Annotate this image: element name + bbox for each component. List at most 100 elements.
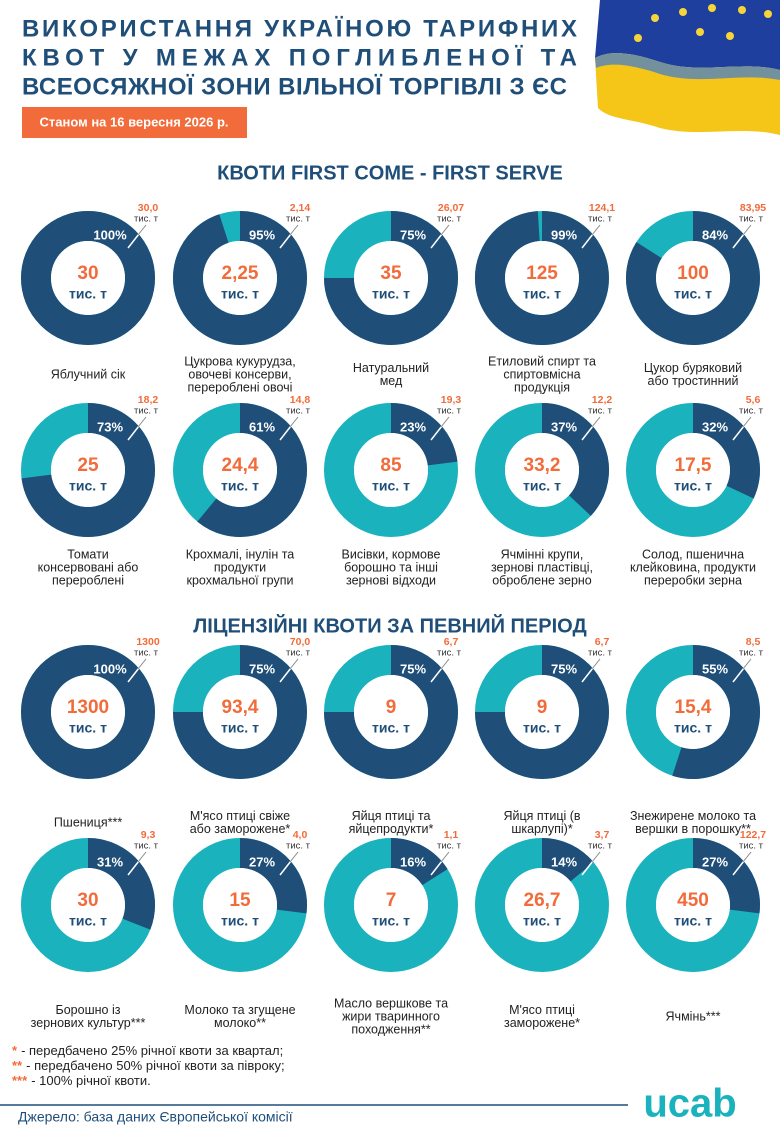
- quota-label: клейковина, продукти: [630, 560, 756, 574]
- leader-line-outer: [742, 658, 752, 670]
- donut-hole: [505, 675, 579, 749]
- quota-label: яйцепродукти*: [349, 822, 434, 836]
- quota-label: заморожене*: [504, 1016, 580, 1030]
- percent-label: 16%: [400, 854, 426, 869]
- donut-hole: [656, 241, 730, 315]
- percent-label: 61%: [249, 419, 275, 434]
- quota-unit: тис. т: [523, 720, 561, 736]
- donut-arc: [390, 403, 458, 467]
- used-unit: тис. т: [588, 841, 613, 852]
- quota-label: зернових культур***: [31, 1016, 146, 1030]
- donut-arc: [475, 645, 609, 779]
- donut-hole: [51, 433, 125, 507]
- quota-label: Ячмінні крупи,: [501, 547, 584, 561]
- quota-unit: тис. т: [674, 913, 712, 929]
- quota-label: Цукрова кукурудза,: [184, 354, 295, 368]
- percent-label: 100%: [93, 661, 127, 676]
- quota-unit: тис. т: [69, 286, 107, 302]
- donut-hole: [656, 675, 730, 749]
- quota-label: М'ясо птиці: [509, 1003, 575, 1017]
- used-value: 19,3: [441, 394, 462, 406]
- title-line: КВОТ У МЕЖАХ ПОГЛИБЛЕНОЇ ТА: [22, 44, 577, 71]
- donut-arc: [324, 645, 458, 779]
- leader-line-outer: [742, 224, 752, 236]
- quota-total: 17,5: [675, 455, 712, 476]
- percent-label: 95%: [249, 227, 275, 242]
- donut-arc: [541, 403, 609, 516]
- quota-unit: тис. т: [674, 478, 712, 494]
- quota-total: 30: [77, 890, 98, 911]
- quota-unit: тис. т: [523, 913, 561, 929]
- quota-label: або тростинний: [648, 374, 739, 388]
- percent-label: 75%: [551, 661, 577, 676]
- donut-hole: [354, 868, 428, 942]
- quota-label: продукція: [514, 380, 570, 394]
- used-unit: тис. т: [286, 648, 311, 659]
- quota-unit: тис. т: [69, 913, 107, 929]
- donut-hole: [354, 675, 428, 749]
- footnote: ** - передбачено 50% річної квоти за півр…: [12, 1058, 285, 1073]
- date-badge: [22, 107, 247, 138]
- footnote-text: - передбачено 25% річної квоти за кварта…: [21, 1043, 283, 1058]
- quota-label: Пшениця***: [54, 815, 123, 829]
- quota-total: 93,4: [222, 697, 259, 718]
- quota-unit: тис. т: [674, 720, 712, 736]
- percent-label: 27%: [702, 854, 728, 869]
- section-title: КВОТИ FIRST COME - FIRST SERVE: [217, 162, 563, 184]
- percent-label: 14%: [551, 854, 577, 869]
- used-unit: тис. т: [588, 214, 613, 225]
- percent-label: 31%: [97, 854, 123, 869]
- leader-line-outer: [137, 224, 147, 236]
- quota-label: крохмальної групи: [186, 573, 293, 587]
- used-unit: тис. т: [437, 406, 462, 417]
- donut-hole: [656, 433, 730, 507]
- quota-label: Натуральний: [353, 361, 429, 375]
- quota-unit: тис. т: [523, 286, 561, 302]
- quota-label: шкарлупі)*: [511, 822, 573, 836]
- donut-hole: [505, 868, 579, 942]
- used-unit: тис. т: [134, 214, 159, 225]
- used-unit: тис. т: [739, 841, 764, 852]
- used-unit: тис. т: [286, 841, 311, 852]
- quota-label: або заморожене*: [190, 822, 291, 836]
- leader-line-outer: [289, 658, 299, 670]
- donut-arc: [692, 403, 760, 499]
- donut-hole: [51, 868, 125, 942]
- percent-label: 84%: [702, 227, 728, 242]
- quota-label: Висівки, кормове: [342, 547, 441, 561]
- quota-label: консервовані або: [38, 560, 139, 574]
- leader-line-outer: [289, 224, 299, 236]
- donut-arc: [197, 403, 307, 537]
- quota-label: Борошно із: [56, 1003, 121, 1017]
- quota-total: 33,2: [524, 455, 561, 476]
- quota-total: 85: [380, 455, 402, 476]
- quota-total: 30: [77, 263, 98, 284]
- percent-label: 100%: [93, 227, 127, 242]
- quota-label: зернові відходи: [346, 573, 436, 587]
- leader-line-outer: [440, 658, 450, 670]
- used-value: 124,1: [589, 202, 615, 214]
- leader-line-outer: [289, 416, 299, 428]
- leader-line-outer: [742, 851, 752, 863]
- used-unit: тис. т: [437, 214, 462, 225]
- used-value: 8,5: [746, 636, 761, 648]
- used-unit: тис. т: [588, 648, 613, 659]
- percent-label: 37%: [551, 419, 577, 434]
- percent-label: 27%: [249, 854, 275, 869]
- leader-line-outer: [591, 658, 601, 670]
- used-unit: тис. т: [739, 214, 764, 225]
- quota-unit: тис. т: [221, 720, 259, 736]
- quota-total: 9: [386, 697, 397, 718]
- percent-label: 23%: [400, 419, 426, 434]
- percent-label: 75%: [400, 227, 426, 242]
- quota-total: 15: [229, 890, 251, 911]
- logo: ucab: [643, 1082, 736, 1126]
- used-value: 14,8: [290, 394, 311, 406]
- used-unit: тис. т: [437, 841, 462, 852]
- quota-label: мед: [380, 374, 403, 388]
- used-unit: тис. т: [134, 406, 159, 417]
- leader-line-outer: [440, 224, 450, 236]
- used-unit: тис. т: [739, 406, 764, 417]
- donut-arc: [541, 838, 594, 883]
- leader-line-outer: [591, 416, 601, 428]
